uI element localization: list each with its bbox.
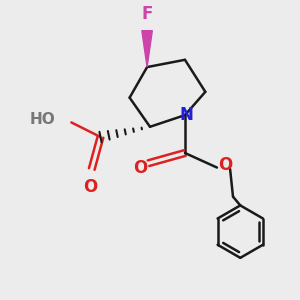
Text: HO: HO <box>30 112 55 127</box>
Text: O: O <box>218 156 232 174</box>
Text: F: F <box>141 4 153 22</box>
Polygon shape <box>142 31 152 67</box>
Text: O: O <box>83 178 98 196</box>
Text: N: N <box>179 106 193 124</box>
Text: O: O <box>133 159 147 177</box>
